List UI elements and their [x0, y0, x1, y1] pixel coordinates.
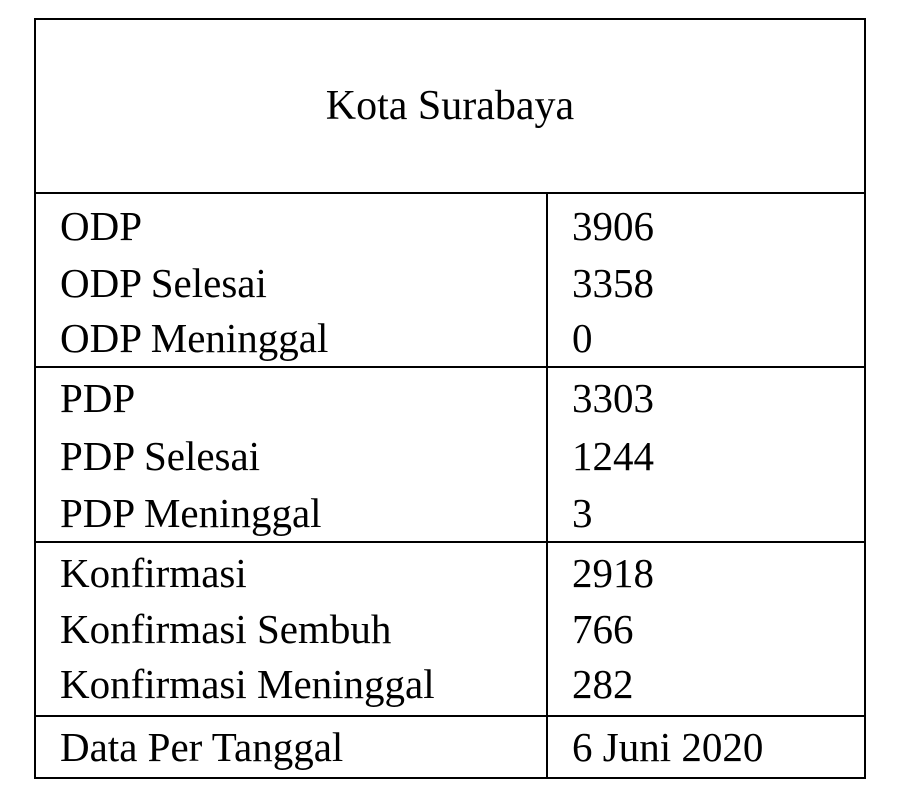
table-row: PDP Selesai 1244: [36, 428, 864, 485]
table-title: Kota Surabaya: [36, 20, 864, 194]
group-pdp: PDP 3303 PDP Selesai 1244 PDP Meninggal …: [36, 368, 864, 543]
data-table: Kota Surabaya ODP 3906 ODP Selesai 3358 …: [34, 18, 866, 779]
row-label: PDP Meninggal: [60, 490, 322, 536]
row-label: Konfirmasi Sembuh: [60, 606, 392, 652]
row-label: Konfirmasi Meninggal: [60, 661, 435, 707]
table-row: ODP 3906: [36, 198, 864, 255]
row-value: 3303: [572, 375, 654, 421]
row-value: 766: [572, 606, 634, 652]
row-value: 3906: [572, 203, 654, 249]
table-row: Data Per Tanggal 6 Juni 2020: [36, 719, 864, 776]
row-label: PDP Selesai: [60, 433, 261, 479]
row-label: PDP: [60, 375, 136, 421]
table-row: PDP Meninggal 3: [36, 485, 864, 542]
row-label: Data Per Tanggal: [60, 724, 344, 770]
row-value: 282: [572, 661, 634, 707]
row-value: 3358: [572, 260, 654, 306]
table-row: Konfirmasi Meninggal 282: [36, 656, 864, 713]
table-row: PDP 3303: [36, 370, 864, 427]
group-konfirmasi: Konfirmasi 2918 Konfirmasi Sembuh 766 Ko…: [36, 543, 864, 717]
row-value: 3: [572, 490, 593, 536]
row-value: 1244: [572, 433, 654, 479]
column-divider: [546, 194, 548, 779]
row-label: Konfirmasi: [60, 550, 247, 596]
row-label: ODP: [60, 203, 143, 249]
row-label: ODP Meninggal: [60, 315, 329, 361]
table-row: ODP Meninggal 0: [36, 310, 864, 367]
row-value: 0: [572, 315, 593, 361]
row-value: 2918: [572, 550, 654, 596]
table-row: Konfirmasi 2918: [36, 545, 864, 602]
row-label: ODP Selesai: [60, 260, 267, 306]
table-row: Konfirmasi Sembuh 766: [36, 601, 864, 658]
row-value: 6 Juni 2020: [572, 724, 764, 770]
group-date: Data Per Tanggal 6 Juni 2020: [36, 717, 864, 779]
table-row: ODP Selesai 3358: [36, 255, 864, 312]
group-odp: ODP 3906 ODP Selesai 3358 ODP Meninggal …: [36, 194, 864, 368]
